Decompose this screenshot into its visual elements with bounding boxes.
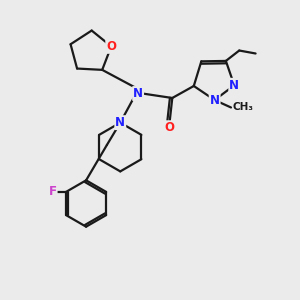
Text: N: N [229,79,239,92]
Text: N: N [210,94,220,106]
Text: O: O [164,121,174,134]
Text: N: N [133,87,143,100]
Text: N: N [115,116,125,129]
Text: O: O [106,40,116,53]
Text: CH₃: CH₃ [232,103,254,112]
Text: F: F [49,185,57,198]
